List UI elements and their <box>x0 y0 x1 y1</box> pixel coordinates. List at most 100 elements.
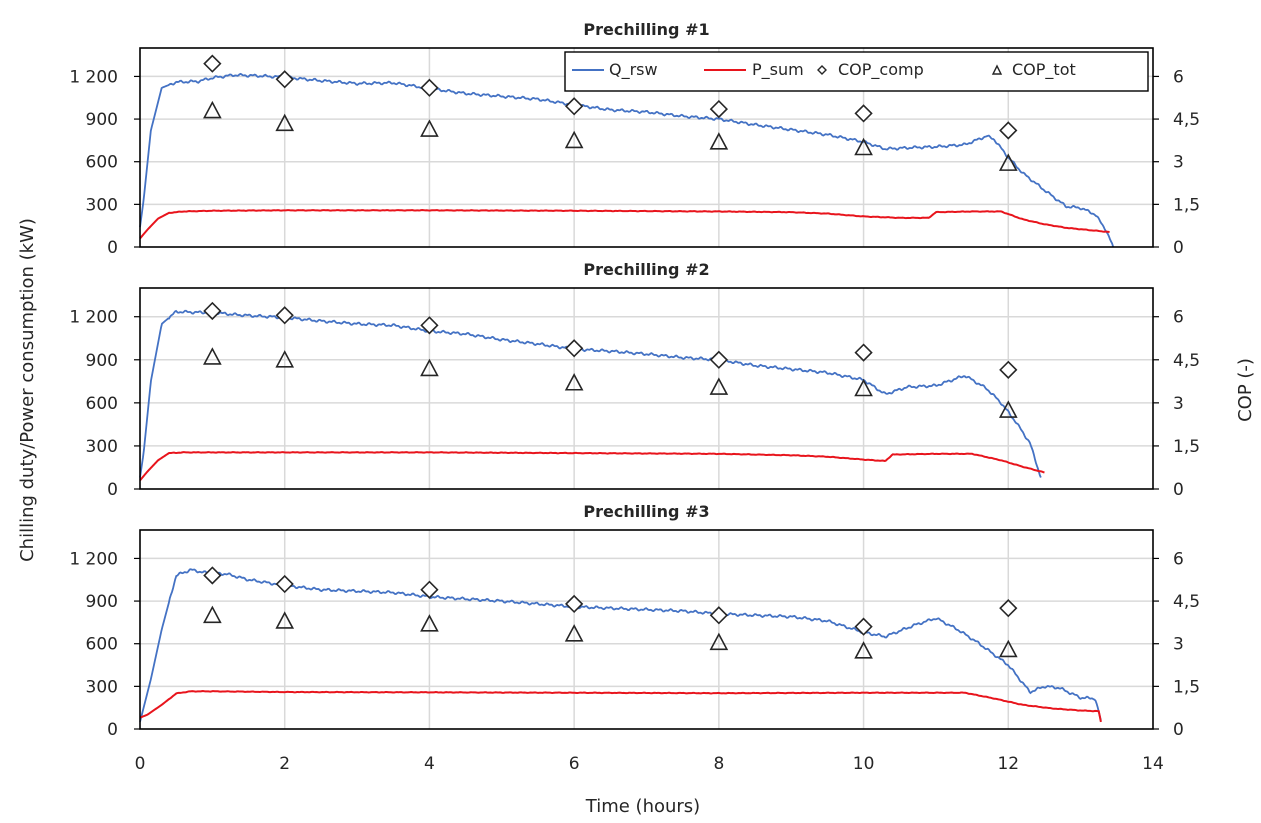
y-tick-label-right: 4,5 <box>1173 351 1200 371</box>
cop-tot-marker <box>420 614 439 632</box>
cop-tot-marker <box>203 347 222 365</box>
y-tick-label-right: 4,5 <box>1173 592 1200 612</box>
cop-tot-marker <box>203 605 222 624</box>
x-tick-label: 10 <box>853 754 875 774</box>
panel-title: Prechilling #2 <box>583 260 709 279</box>
legend-label: COP_comp <box>838 60 924 80</box>
cop-comp-marker <box>275 70 294 89</box>
x-tick-label: 12 <box>997 754 1019 774</box>
cop-tot-marker <box>564 624 584 642</box>
x-tick-label: 14 <box>1142 754 1164 774</box>
cop-tot-marker <box>420 358 439 377</box>
cop-comp-marker <box>999 121 1018 140</box>
cop-tot-marker <box>420 119 439 137</box>
y-tick-label-right: 0 <box>1173 238 1184 258</box>
cop-tot-marker <box>564 130 584 149</box>
cop-comp-marker <box>709 99 728 119</box>
series-line-p-sum <box>139 209 1110 240</box>
series-line-p-sum <box>139 690 1102 723</box>
y-tick-label-right: 4,5 <box>1173 110 1200 130</box>
y-tick-label-right: 1,5 <box>1173 195 1200 215</box>
legend-box <box>564 51 1149 92</box>
cop-tot-marker <box>854 378 873 397</box>
y-tick-label-left: 1 200 <box>69 67 118 87</box>
cop-tot-marker <box>564 373 584 391</box>
y-tick-label-left: 300 <box>86 437 118 457</box>
x-tick-label: 0 <box>135 754 146 774</box>
y-tick-label-right: 1,5 <box>1173 677 1200 697</box>
y-tick-label-left: 300 <box>86 195 118 215</box>
legend-label: COP_tot <box>1012 60 1076 80</box>
y-tick-label-right: 3 <box>1173 153 1184 173</box>
y-tick-label-left: 0 <box>107 720 118 740</box>
cop-tot-marker <box>854 641 873 659</box>
x-tick-label: 8 <box>713 754 724 774</box>
cop-tot-marker <box>709 377 729 395</box>
cop-comp-marker <box>420 580 439 599</box>
y-axis-title-right: COP (-) <box>1235 358 1256 422</box>
panel-1: 0 300 600 900 1 200 0 1,5 3 4,5 6 Prechilling #1 Q_… <box>69 20 1200 258</box>
cop-comp-marker <box>275 574 294 594</box>
cop-tot-marker <box>998 400 1018 418</box>
y-tick-label-left: 0 <box>107 238 118 258</box>
cop-tot-marker <box>709 632 729 651</box>
cop-comp-marker <box>854 617 873 636</box>
y-tick-label-right: 6 <box>1173 308 1184 328</box>
series-line-q-rsw <box>139 568 1102 723</box>
cop-tot-marker <box>998 639 1018 658</box>
cop-tot-marker <box>854 137 873 156</box>
panel-2: 0 300 600 900 1 200 0 1,5 3 4,5 6 Prechilling #2 <box>69 260 1200 500</box>
cop-comp-marker <box>709 350 728 369</box>
x-axis-title: Time (hours) <box>585 796 700 817</box>
cop-comp-marker <box>420 78 439 97</box>
legend-label: P_sum <box>752 60 804 80</box>
x-tick-label: 2 <box>279 754 290 774</box>
cop-tot-marker <box>275 611 295 629</box>
panel-frame <box>139 47 1154 248</box>
y-tick-label-right: 3 <box>1173 635 1184 655</box>
cop-tot-marker <box>275 350 295 368</box>
y-tick-label-right: 0 <box>1173 480 1184 500</box>
y-tick-label-left: 0 <box>107 480 118 500</box>
cop-comp-marker <box>709 606 728 625</box>
y-tick-label-left: 900 <box>86 592 118 612</box>
cop-comp-marker <box>565 97 584 116</box>
legend-swatch-cop-comp <box>817 65 827 75</box>
y-tick-label-left: 300 <box>86 677 118 697</box>
cop-tot-marker <box>275 113 295 132</box>
panel-frame <box>139 529 1154 730</box>
y-tick-label-left: 1 200 <box>69 549 118 569</box>
cop-comp-marker <box>854 343 873 362</box>
panel-title: Prechilling #3 <box>583 502 709 521</box>
y-tick-label-right: 6 <box>1173 67 1184 87</box>
legend-label: Q_rsw <box>609 60 658 80</box>
cop-comp-marker <box>420 316 439 335</box>
y-tick-label-right: 6 <box>1173 549 1184 569</box>
panel-3: 0 300 600 900 1 200 0 1,5 3 4,5 6 Prechilling #3 0 2… <box>69 502 1200 774</box>
y-tick-label-left: 1 200 <box>69 308 118 328</box>
cop-comp-marker <box>565 594 584 614</box>
y-tick-label-left: 900 <box>86 110 118 130</box>
y-tick-label-left: 600 <box>86 394 118 414</box>
series-line-p-sum <box>139 451 1045 482</box>
panel-frame <box>139 287 1154 490</box>
x-tick-label: 4 <box>424 754 435 774</box>
cop-tot-marker <box>709 132 729 150</box>
panel-title: Prechilling #1 <box>583 20 709 39</box>
x-tick-label: 6 <box>569 754 580 774</box>
y-tick-label-right: 3 <box>1173 394 1184 414</box>
y-tick-label-left: 900 <box>86 351 118 371</box>
y-tick-label-left: 600 <box>86 153 118 173</box>
y-tick-label-left: 600 <box>86 635 118 655</box>
cop-comp-marker <box>999 599 1018 618</box>
cop-comp-marker <box>203 566 222 585</box>
legend: Q_rsw P_sum COP_comp COP_tot <box>564 51 1149 92</box>
y-axis-title-left: Chilling duty/Power consumption (kW) <box>17 218 38 562</box>
y-tick-label-right: 1,5 <box>1173 437 1200 457</box>
cop-comp-marker <box>203 54 222 73</box>
cop-comp-marker <box>203 301 222 321</box>
cop-comp-marker <box>854 104 873 123</box>
legend-swatch-cop-tot <box>991 64 1003 75</box>
